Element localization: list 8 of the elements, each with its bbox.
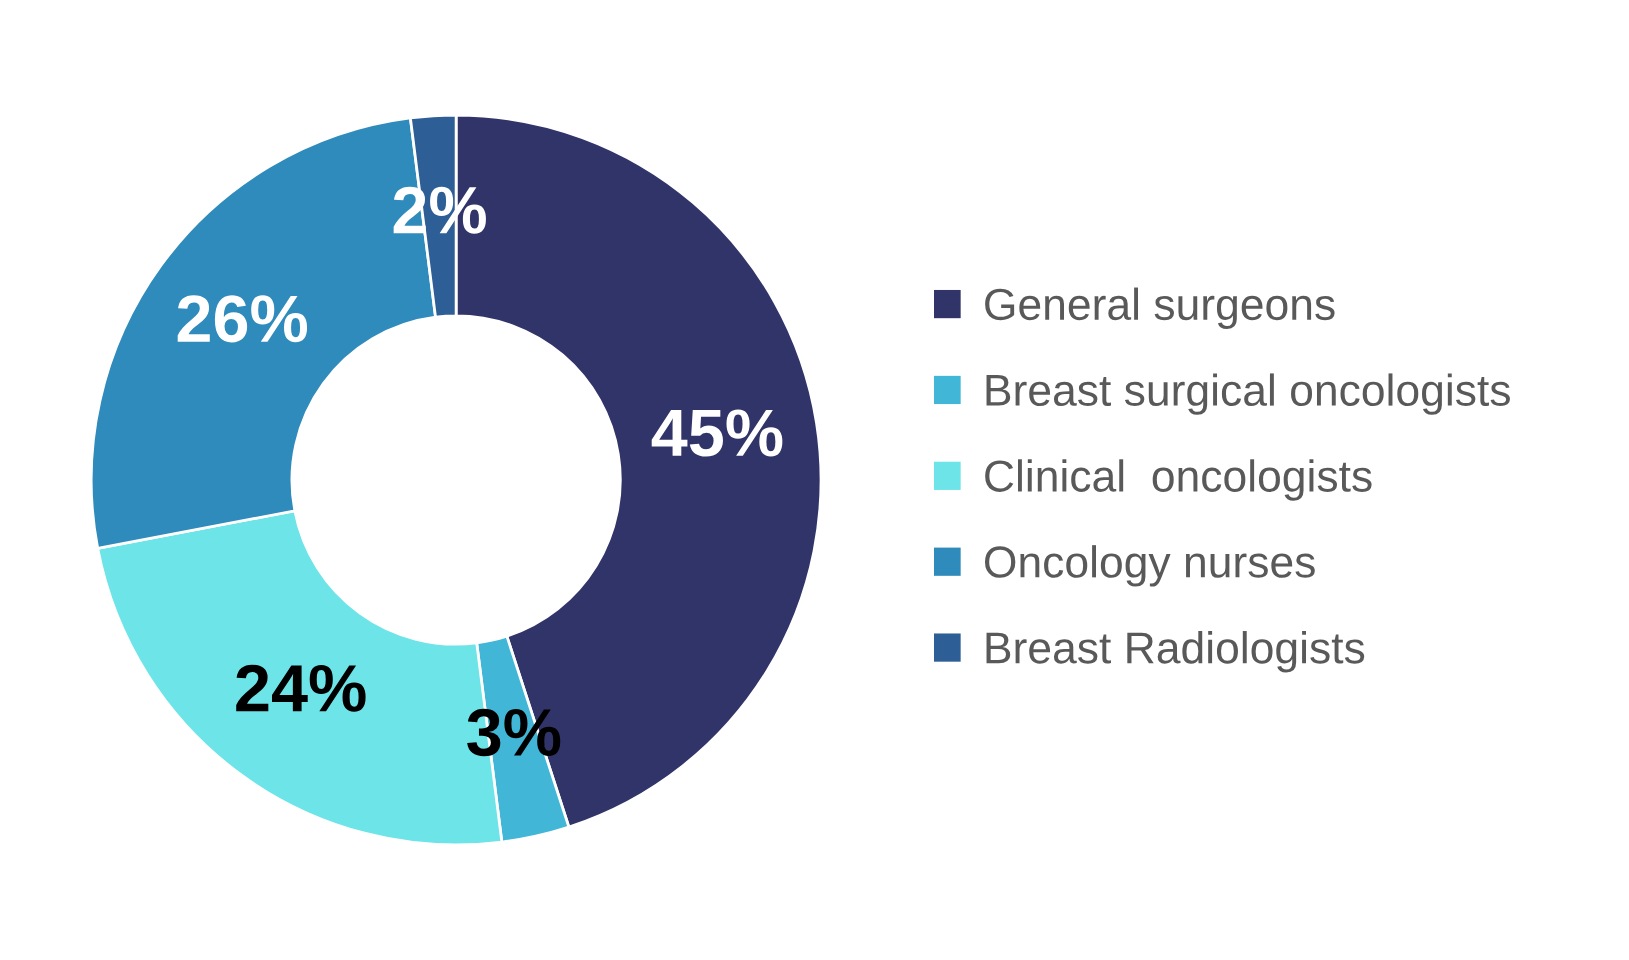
legend-label: Oncology nurses [984, 545, 1315, 587]
legend-label: Clinical oncologists [985, 459, 1372, 501]
data-label: 24% [236, 664, 366, 712]
legend-label: Breast surgical oncologists [986, 373, 1510, 415]
legend-label: General surgeons [985, 287, 1335, 329]
data-label: 26% [177, 295, 308, 343]
data-label: 45% [651, 409, 783, 457]
legend-label: Breast Radiologists [986, 631, 1365, 673]
